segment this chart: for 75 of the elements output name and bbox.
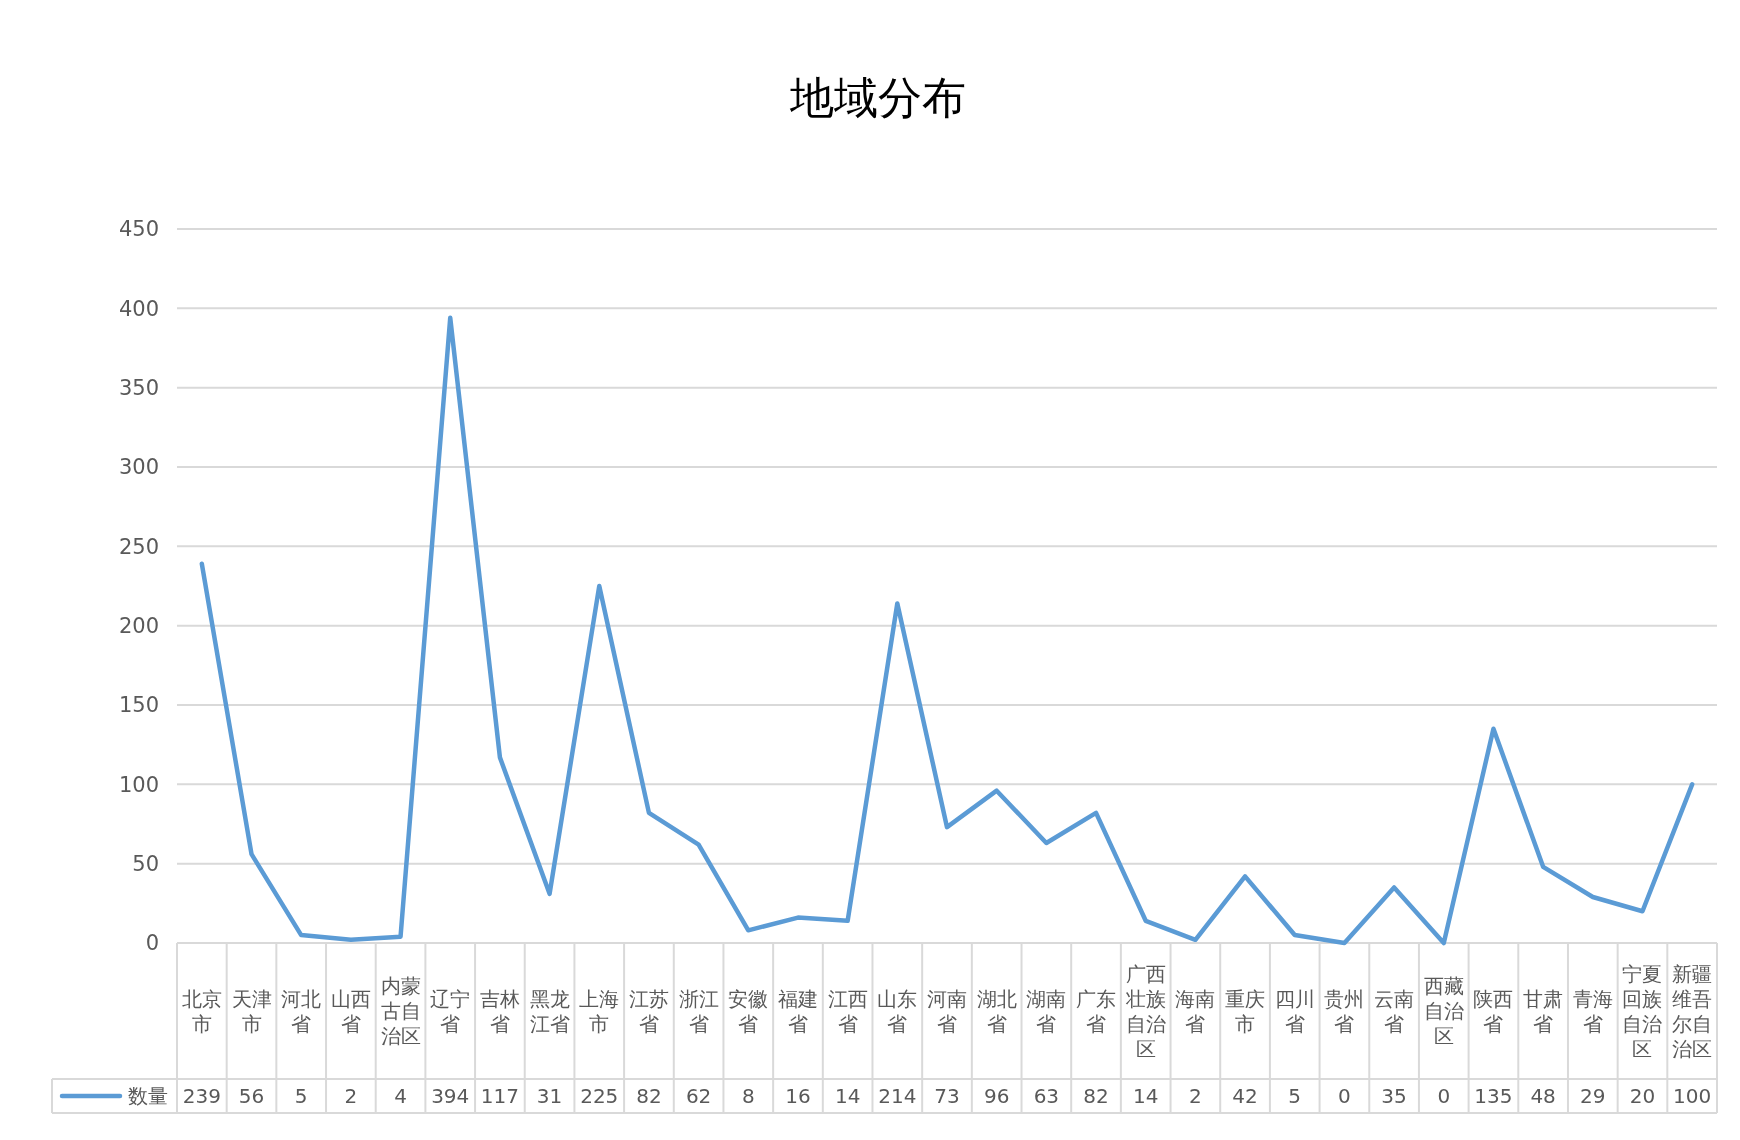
data-label: 35 xyxy=(1381,1084,1407,1108)
x-tick-label: 四川省 xyxy=(1274,986,1315,1036)
x-tick-label: 天津市 xyxy=(231,986,272,1036)
x-tick-label: 浙江省 xyxy=(678,986,719,1036)
y-tick-label: 400 xyxy=(118,296,159,321)
x-tick-label: 贵州省 xyxy=(1324,986,1365,1036)
x-tick-label: 安徽省 xyxy=(728,986,769,1036)
data-label: 48 xyxy=(1530,1084,1556,1108)
y-tick-label: 300 xyxy=(118,455,159,480)
y-tick-label: 150 xyxy=(118,693,159,718)
data-label: 117 xyxy=(480,1084,519,1108)
x-tick-label: 河北省 xyxy=(281,986,322,1036)
data-label: 14 xyxy=(1132,1084,1159,1108)
x-tick-label: 山西省 xyxy=(330,986,371,1036)
data-label: 29 xyxy=(1580,1084,1606,1108)
y-tick-label: 0 xyxy=(145,931,159,956)
y-tick-label: 100 xyxy=(118,772,159,797)
data-label: 16 xyxy=(785,1084,811,1108)
data-label: 96 xyxy=(983,1084,1010,1108)
data-label: 225 xyxy=(580,1084,619,1108)
x-tick-label: 新疆维吾尔自治区 xyxy=(1672,961,1713,1061)
data-label: 56 xyxy=(238,1084,265,1108)
x-tick-label: 广东省 xyxy=(1076,986,1117,1036)
legend-label: 数量 xyxy=(128,1084,168,1108)
data-label: 135 xyxy=(1474,1084,1513,1108)
x-tick-label: 江苏省 xyxy=(628,986,669,1036)
x-tick-label: 广西壮族自治区 xyxy=(1124,961,1166,1061)
x-tick-label: 北京市 xyxy=(181,986,222,1036)
data-label: 214 xyxy=(878,1084,917,1108)
data-label: 82 xyxy=(636,1084,662,1108)
chart-title: 地域分布 xyxy=(789,72,966,123)
x-tick-label: 湖北省 xyxy=(976,986,1017,1036)
data-label: 5 xyxy=(1288,1084,1302,1108)
data-label: 63 xyxy=(1033,1084,1060,1108)
data-label: 73 xyxy=(934,1084,960,1108)
x-tick-label: 重庆市 xyxy=(1225,986,1266,1036)
data-label: 42 xyxy=(1232,1084,1258,1108)
x-tick-label: 内蒙古自治区 xyxy=(380,974,421,1048)
y-tick-label: 350 xyxy=(118,376,159,401)
x-tick-label: 湖南省 xyxy=(1026,986,1067,1036)
x-tick-label: 江西省 xyxy=(827,986,868,1036)
data-label: 0 xyxy=(1437,1084,1451,1108)
data-label: 0 xyxy=(1338,1084,1351,1108)
x-tick-label: 河南省 xyxy=(927,986,967,1036)
x-tick-label: 青海省 xyxy=(1572,986,1613,1036)
x-tick-label: 福建省 xyxy=(777,986,818,1036)
data-label: 239 xyxy=(182,1084,221,1108)
data-label: 394 xyxy=(431,1084,470,1108)
data-label: 8 xyxy=(741,1084,755,1108)
x-tick-label: 吉林省 xyxy=(479,986,520,1036)
data-label: 5 xyxy=(294,1084,308,1108)
x-tick-label: 上海市 xyxy=(579,986,620,1036)
y-tick-label: 50 xyxy=(132,852,159,877)
data-label: 2 xyxy=(344,1084,358,1108)
x-tick-label: 甘肃省 xyxy=(1523,986,1564,1036)
x-tick-label: 山东省 xyxy=(877,986,918,1036)
y-tick-label: 200 xyxy=(118,614,159,639)
x-tick-label: 陕西省 xyxy=(1473,986,1514,1036)
y-tick-label: 450 xyxy=(118,217,159,242)
data-label: 100 xyxy=(1673,1084,1712,1108)
line-series xyxy=(199,315,1695,946)
x-tick-label: 辽宁省 xyxy=(430,986,471,1036)
data-label: 62 xyxy=(685,1084,712,1108)
data-label: 2 xyxy=(1189,1084,1202,1108)
x-tick-label: 黑龙江省 xyxy=(529,986,570,1036)
x-tick-label: 云南省 xyxy=(1374,986,1415,1036)
data-label: 14 xyxy=(834,1084,861,1108)
x-tick-label: 海南省 xyxy=(1175,986,1216,1036)
data-label: 31 xyxy=(536,1084,563,1108)
x-tick-label: 宁夏回族自治区 xyxy=(1622,961,1663,1061)
data-label: 82 xyxy=(1083,1084,1109,1108)
x-tick-label: 西藏自治区 xyxy=(1423,974,1464,1048)
data-label: 20 xyxy=(1629,1084,1656,1108)
y-tick-label: 250 xyxy=(118,534,159,559)
data-label: 4 xyxy=(394,1084,407,1108)
